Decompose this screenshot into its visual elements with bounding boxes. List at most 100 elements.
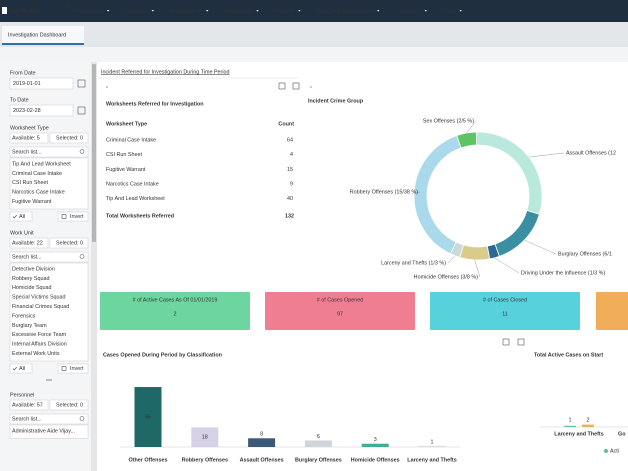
invert-icon bbox=[61, 366, 67, 371]
table-cell: 9 bbox=[290, 182, 293, 188]
panel-icon[interactable] bbox=[502, 338, 510, 346]
available-count: Available: 57 bbox=[12, 402, 43, 408]
tab-label[interactable]: Investigation Dashboard bbox=[8, 32, 66, 38]
kpi-label: # of Cases Closed bbox=[483, 297, 527, 303]
nav-item[interactable]: Investigations bbox=[170, 8, 203, 14]
calendar-icon[interactable] bbox=[77, 79, 86, 88]
list-item[interactable]: CSI Run Sheet bbox=[12, 180, 48, 186]
chart-title: Incident Crime Group bbox=[308, 98, 364, 104]
donut-slice[interactable] bbox=[459, 244, 491, 261]
invert-button[interactable] bbox=[57, 211, 89, 222]
invert-button-label: Invert bbox=[70, 366, 84, 372]
search-input[interactable] bbox=[9, 413, 89, 425]
bar[interactable] bbox=[582, 424, 594, 427]
bar[interactable] bbox=[191, 427, 219, 447]
scroll-thumb[interactable] bbox=[92, 64, 96, 242]
bar[interactable] bbox=[134, 387, 162, 447]
nav-item[interactable]: Analytics bbox=[400, 8, 422, 14]
list-item[interactable]: Robbery Squad bbox=[12, 276, 49, 282]
report-link[interactable]: Incident Referred for Investigation Duri… bbox=[101, 69, 230, 75]
bar-value-label: 18 bbox=[202, 435, 208, 441]
chart-title: Cases Opened During Period by Classifica… bbox=[103, 352, 222, 358]
slice-label: Sex Offenses (2/5 %) bbox=[423, 118, 474, 124]
table-cell: 4 bbox=[290, 152, 293, 158]
list-item[interactable]: Administrative Aide Vijay... bbox=[12, 428, 75, 434]
nav-item[interactable]: Intelligence bbox=[226, 8, 253, 14]
list-box bbox=[9, 262, 89, 362]
leader-line bbox=[447, 255, 456, 264]
search-input[interactable] bbox=[9, 146, 89, 158]
bar-value-label: 1 bbox=[569, 417, 572, 423]
panel-icon[interactable] bbox=[292, 82, 300, 90]
list-item[interactable]: Tip And Lead Worksheet bbox=[12, 161, 71, 167]
bar[interactable] bbox=[564, 425, 576, 427]
bar[interactable] bbox=[304, 440, 332, 447]
bar-value-label: 6 bbox=[317, 434, 320, 440]
all-button[interactable] bbox=[9, 363, 33, 374]
bar-value-label: 2 bbox=[587, 417, 590, 423]
panel-icon[interactable] bbox=[278, 82, 286, 90]
available-box bbox=[9, 399, 49, 411]
donut-slice[interactable] bbox=[413, 135, 462, 255]
slice-label: Assault Offenses (12 bbox=[566, 150, 616, 156]
list-item[interactable]: Homicide Squad bbox=[12, 285, 52, 291]
search-icon bbox=[79, 149, 85, 154]
list-item[interactable]: External Work Units bbox=[12, 351, 60, 357]
x-tick-label: Larceny and Thefts bbox=[407, 457, 456, 463]
date-value: 2023-02-28 bbox=[13, 108, 41, 114]
table-cell: 40 bbox=[287, 196, 293, 202]
list-item[interactable]: Detective Division bbox=[12, 266, 55, 272]
list-item[interactable]: Excessive Force Team bbox=[12, 332, 67, 338]
list-item[interactable]: Internal Affairs Division bbox=[12, 342, 67, 348]
selected-box bbox=[49, 399, 89, 411]
nav-item[interactable]: Interactions bbox=[76, 8, 104, 14]
bar-value-label: 3 bbox=[374, 437, 377, 443]
date-input[interactable] bbox=[9, 104, 74, 117]
dropdown-arrow bbox=[377, 10, 380, 12]
legend-swatch[interactable] bbox=[604, 449, 608, 453]
nav-item[interactable]: Other bbox=[443, 8, 457, 14]
dropdown-arrow bbox=[256, 10, 259, 12]
invert-button[interactable] bbox=[57, 363, 89, 374]
list-item[interactable]: Burglary Team bbox=[12, 323, 47, 329]
total-label: Total Worksheets Referred bbox=[106, 213, 174, 219]
bar[interactable] bbox=[248, 438, 276, 447]
x-tick-label: Larceny and Thefts bbox=[554, 431, 603, 437]
kpi-card bbox=[430, 292, 580, 330]
all-button[interactable] bbox=[9, 211, 33, 222]
tab-bar bbox=[0, 22, 628, 47]
nav-item[interactable]: Gun Crime Management bbox=[315, 8, 375, 14]
x-tick-label: Other Offenses bbox=[129, 457, 168, 463]
leader-line bbox=[494, 257, 520, 274]
list-item[interactable]: Special Victims Squad bbox=[12, 295, 66, 301]
x-tick-label: Assault Offenses bbox=[240, 457, 284, 463]
legend-label: Acti bbox=[610, 448, 619, 454]
list-item[interactable]: Criminal Case Intake bbox=[12, 171, 62, 177]
list-item[interactable]: Financial Crimes Squad bbox=[12, 304, 69, 310]
dropdown-arrow bbox=[106, 10, 110, 12]
calendar-icon[interactable] bbox=[77, 106, 86, 115]
active-tab[interactable] bbox=[2, 26, 84, 45]
column-header: Count bbox=[278, 121, 294, 127]
list-item[interactable]: Narcotics Case Intake bbox=[12, 190, 65, 196]
dropdown-arrow bbox=[298, 10, 301, 12]
nav-item[interactable]: Integrity bbox=[276, 8, 295, 14]
panel-icon[interactable] bbox=[517, 338, 525, 346]
list-box bbox=[9, 424, 89, 439]
all-button-label: All bbox=[19, 366, 25, 372]
kpi-value: 2 bbox=[174, 311, 177, 317]
x-tick-label: Burglary Offenses bbox=[295, 457, 342, 463]
bar[interactable] bbox=[418, 445, 446, 447]
all-button-label: All bbox=[19, 214, 25, 220]
leader-line bbox=[466, 120, 477, 134]
list-item[interactable]: Forensics bbox=[12, 313, 36, 319]
table-cell: CSI Run Sheet bbox=[106, 152, 142, 158]
selected-box bbox=[49, 237, 89, 249]
list-item[interactable]: Fugitive Warrant bbox=[12, 199, 52, 205]
bar[interactable] bbox=[361, 443, 389, 447]
nav-item[interactable]: Incidents bbox=[127, 8, 149, 14]
date-value: 2019-01-01 bbox=[13, 81, 41, 87]
scrollbar bbox=[91, 62, 97, 471]
search-input[interactable] bbox=[9, 251, 89, 263]
date-input[interactable] bbox=[9, 77, 74, 90]
